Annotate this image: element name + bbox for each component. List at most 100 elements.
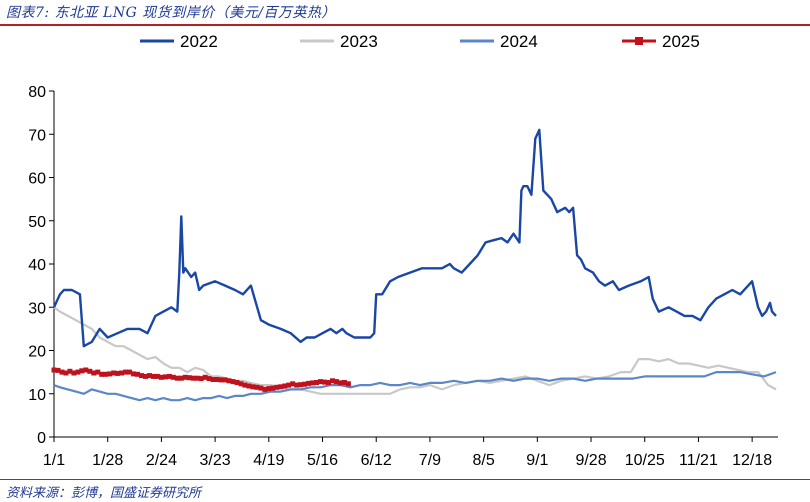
series-point-2025 — [55, 367, 61, 373]
series-point-2025 — [214, 377, 220, 382]
series-point-2025 — [270, 385, 276, 391]
series-point-2025 — [282, 383, 288, 389]
series-point-2025 — [147, 373, 152, 379]
series-point-2025 — [226, 378, 232, 384]
series-point-2025 — [166, 373, 172, 379]
series-point-2025 — [107, 371, 113, 377]
series-point-2025 — [127, 369, 133, 375]
y-tick-label: 60 — [28, 171, 46, 188]
y-tick-label: 70 — [28, 127, 46, 144]
series-point-2025 — [337, 380, 343, 386]
series-point-2025 — [194, 375, 200, 381]
series-point-2025 — [67, 368, 73, 374]
y-tick-label: 10 — [28, 387, 46, 404]
series-point-2025 — [63, 370, 69, 376]
series-point-2025 — [286, 382, 292, 388]
series-point-2025 — [83, 367, 89, 373]
series-point-2025 — [99, 371, 105, 377]
series-line-2024 — [53, 371, 777, 402]
series-point-2025 — [139, 373, 144, 379]
series-point-2025 — [190, 375, 196, 381]
x-axis: 1/1 1/28 2/24 3/23 4/19 5/16 6/12 7/9 8/5 9/1 9/28… — [43, 436, 778, 469]
series-point-2025 — [258, 385, 264, 391]
x-tick-label: 12/18 — [732, 452, 772, 469]
source-divider — [0, 479, 810, 480]
legend: 2022 2023 2024 2025 — [140, 32, 700, 51]
x-tick-label: 2/24 — [146, 452, 177, 469]
series-point-2025 — [294, 382, 300, 388]
series-point-2025 — [242, 382, 248, 388]
series-line-2023 — [53, 306, 777, 395]
title-divider — [0, 24, 810, 26]
series-point-2025 — [79, 368, 85, 374]
y-tick-label: 30 — [28, 300, 46, 317]
series-point-2025 — [322, 379, 327, 385]
chart-title: 图表7: 东北亚 LNG 现货到岸价（美元/百万英热） — [6, 5, 336, 21]
series-point-2025 — [154, 373, 160, 379]
series-point-2025 — [178, 375, 184, 381]
series-point-2025 — [115, 370, 121, 376]
series-point-2025 — [158, 374, 164, 380]
x-tick-label: 4/19 — [253, 452, 284, 469]
x-tick-label: 9/1 — [526, 452, 548, 469]
series-point-2025 — [91, 370, 97, 376]
x-tick-label: 10/25 — [625, 452, 665, 469]
series-point-2025 — [206, 376, 212, 382]
x-tick-label: 6/12 — [361, 452, 392, 469]
series-point-2025 — [71, 370, 77, 376]
series-point-2025 — [95, 369, 101, 375]
series-point-2025 — [210, 377, 216, 382]
series-group — [51, 128, 777, 402]
x-tick-label: 1/28 — [92, 452, 123, 469]
series-point-2025 — [310, 380, 316, 386]
series-point-2025 — [250, 384, 256, 390]
series-point-2025 — [246, 383, 252, 389]
series-point-2025 — [230, 379, 236, 385]
series-point-2025 — [238, 381, 244, 387]
series-point-2025 — [290, 381, 296, 387]
series-point-2025 — [135, 371, 140, 377]
series-point-2025 — [174, 375, 180, 381]
x-tick-label: 5/16 — [307, 452, 338, 469]
y-tick-label: 0 — [37, 430, 46, 447]
series-point-2025 — [51, 367, 57, 373]
series-point-2025 — [306, 380, 312, 386]
series-point-2025 — [330, 378, 335, 384]
legend-label-2023: 2023 — [340, 32, 378, 51]
series-point-2025 — [198, 376, 204, 382]
series-point-2025 — [274, 384, 280, 390]
series-point-2025 — [302, 381, 308, 387]
y-axis: 0 10 20 30 40 50 60 70 80 — [28, 84, 55, 447]
x-tick-label: 8/5 — [473, 452, 495, 469]
series-point-2025 — [151, 373, 156, 379]
series-point-2025 — [119, 370, 125, 376]
series-point-2025 — [234, 380, 240, 385]
legend-label-2024: 2024 — [500, 32, 538, 51]
series-point-2025 — [162, 374, 168, 380]
x-tick-label: 9/28 — [575, 452, 606, 469]
series-point-2025 — [75, 369, 81, 375]
source-note: 资料来源：彭博，国盛证券研究所 — [6, 486, 202, 501]
y-tick-label: 50 — [28, 214, 46, 231]
legend-marker-2025 — [635, 37, 643, 45]
series-point-2025 — [143, 373, 148, 379]
x-tick-label: 11/21 — [679, 452, 718, 469]
series-point-2025 — [170, 374, 176, 380]
series-point-2025 — [186, 375, 192, 381]
series-point-2025 — [103, 371, 109, 377]
x-tick-label: 3/23 — [200, 452, 231, 469]
series-point-2025 — [333, 379, 339, 385]
x-tick-label: 7/9 — [419, 452, 441, 469]
series-point-2025 — [111, 370, 117, 376]
series-point-2025 — [345, 381, 351, 387]
series-point-2025 — [182, 374, 188, 380]
series-point-2025 — [123, 369, 129, 375]
y-tick-label: 80 — [28, 84, 46, 101]
series-point-2025 — [254, 384, 260, 390]
y-tick-label: 20 — [28, 344, 46, 361]
series-point-2025 — [266, 386, 272, 392]
series-point-2025 — [59, 369, 65, 375]
series-point-2025 — [341, 380, 347, 385]
x-tick-label: 1/1 — [43, 452, 65, 469]
